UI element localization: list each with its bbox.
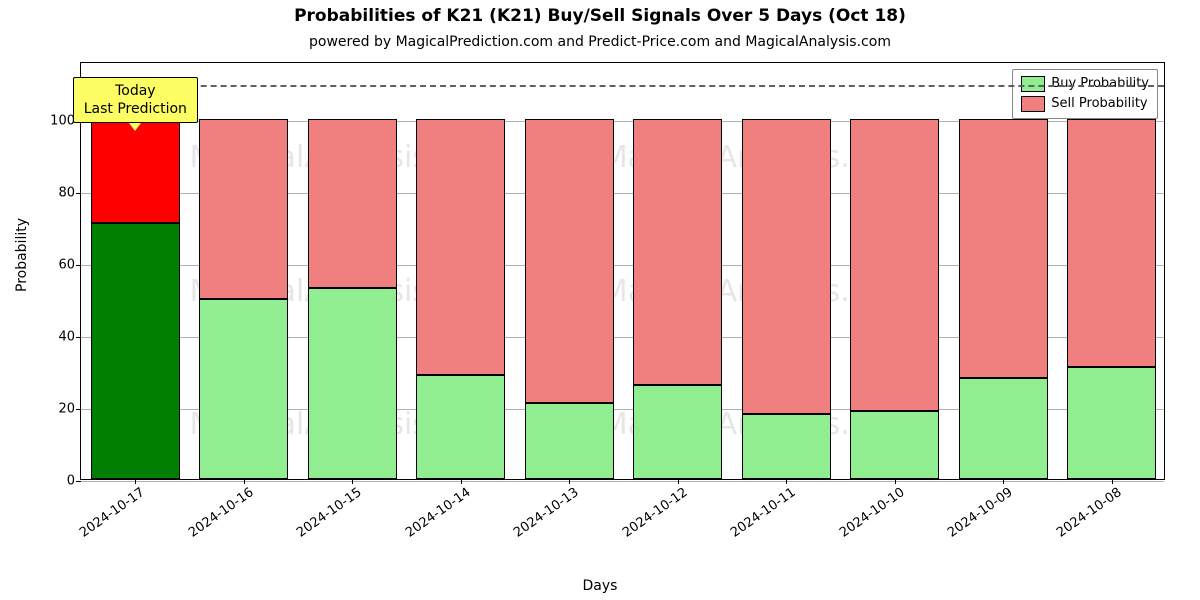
xtick-label: 2024-10-15 xyxy=(294,485,365,541)
bar xyxy=(850,119,939,479)
xtick-mark xyxy=(352,479,353,484)
xtick-label: 2024-10-08 xyxy=(1054,485,1125,541)
bar-segment-buy xyxy=(91,223,180,479)
legend-label-sell: Sell Probability xyxy=(1051,94,1147,114)
callout-line: Last Prediction xyxy=(84,100,187,118)
bar xyxy=(1067,119,1156,479)
bar xyxy=(742,119,831,479)
xtick-mark xyxy=(895,479,896,484)
ytick-label: 60 xyxy=(58,257,75,272)
bar xyxy=(199,119,288,479)
chart-title: Probabilities of K21 (K21) Buy/Sell Sign… xyxy=(0,6,1200,26)
xtick-mark xyxy=(1112,479,1113,484)
bar-segment-sell xyxy=(850,119,939,411)
callout-arrow-icon xyxy=(129,123,141,131)
xtick-label: 2024-10-13 xyxy=(511,485,582,541)
ytick-mark xyxy=(76,193,81,194)
ridge-line xyxy=(81,85,1164,87)
ytick-mark xyxy=(76,481,81,482)
xtick-label: 2024-10-14 xyxy=(403,485,474,541)
xtick-mark xyxy=(1003,479,1004,484)
bar-segment-sell xyxy=(1067,119,1156,368)
bar-segment-sell xyxy=(416,119,505,375)
plot-area: Buy Probability Sell Probability 0204060… xyxy=(80,62,1165,480)
chart-container: Probabilities of K21 (K21) Buy/Sell Sign… xyxy=(0,0,1200,600)
ytick-label: 40 xyxy=(58,329,75,344)
bar-segment-buy xyxy=(633,385,722,479)
bar xyxy=(308,119,397,479)
bar-segment-sell xyxy=(91,119,180,224)
bar-segment-sell xyxy=(959,119,1048,378)
xtick-mark xyxy=(244,479,245,484)
bar-segment-buy xyxy=(308,288,397,479)
xtick-label: 2024-10-16 xyxy=(186,485,257,541)
xtick-mark xyxy=(461,479,462,484)
bar-segment-buy xyxy=(850,411,939,479)
bar-segment-buy xyxy=(1067,367,1156,479)
bar-segment-sell xyxy=(633,119,722,386)
ytick-mark xyxy=(76,409,81,410)
xtick-mark xyxy=(135,479,136,484)
ytick-label: 80 xyxy=(58,185,75,200)
xtick-label: 2024-10-09 xyxy=(945,485,1016,541)
xtick-label: 2024-10-12 xyxy=(620,485,691,541)
legend-item-sell: Sell Probability xyxy=(1021,94,1149,114)
x-axis-label: Days xyxy=(0,578,1200,594)
callout-line: Today xyxy=(84,82,187,100)
bar-segment-sell xyxy=(199,119,288,299)
xtick-mark xyxy=(569,479,570,484)
ytick-label: 20 xyxy=(58,401,75,416)
xtick-label: 2024-10-17 xyxy=(77,485,148,541)
bar xyxy=(525,119,614,479)
legend: Buy Probability Sell Probability xyxy=(1012,69,1158,119)
y-axis-label: Probability xyxy=(14,218,30,292)
bar xyxy=(959,119,1048,479)
bar-segment-buy xyxy=(525,403,614,479)
bar xyxy=(633,119,722,479)
xtick-mark xyxy=(786,479,787,484)
chart-subtitle: powered by MagicalPrediction.com and Pre… xyxy=(0,34,1200,50)
bar-segment-buy xyxy=(742,414,831,479)
bar-segment-buy xyxy=(199,299,288,479)
bar xyxy=(416,119,505,479)
ytick-mark xyxy=(76,265,81,266)
ytick-label: 100 xyxy=(50,113,75,128)
today-callout: TodayLast Prediction xyxy=(73,77,198,123)
bar-segment-sell xyxy=(308,119,397,288)
xtick-label: 2024-10-10 xyxy=(837,485,908,541)
xtick-mark xyxy=(678,479,679,484)
xtick-label: 2024-10-11 xyxy=(728,485,799,541)
bar-segment-buy xyxy=(416,375,505,480)
ytick-mark xyxy=(76,337,81,338)
bar-segment-sell xyxy=(742,119,831,414)
bar-segment-sell xyxy=(525,119,614,404)
bar xyxy=(91,119,180,479)
bar-segment-buy xyxy=(959,378,1048,479)
ytick-label: 0 xyxy=(67,474,75,489)
legend-swatch-sell xyxy=(1021,96,1045,112)
